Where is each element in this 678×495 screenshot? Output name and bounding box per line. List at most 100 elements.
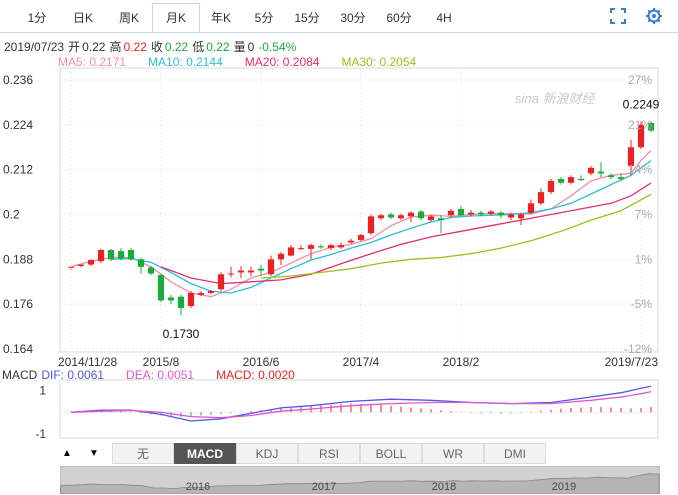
ma10-label: MA10: 0.2144 xyxy=(148,55,223,69)
candle-body xyxy=(207,291,215,293)
indicator-macd-button[interactable]: MACD xyxy=(174,443,236,464)
candle-body xyxy=(547,180,555,193)
candle-body xyxy=(187,292,195,307)
candle-body xyxy=(127,249,135,260)
tab-4h[interactable]: 4H xyxy=(436,11,452,25)
candle-body xyxy=(407,212,415,217)
candle-body xyxy=(607,175,615,178)
info-high: 0.22 xyxy=(123,40,147,54)
y-tick-label: 0.2 xyxy=(3,208,20,222)
pct-tick-label: 1% xyxy=(635,252,653,266)
tab-60min[interactable]: 60分 xyxy=(386,11,412,25)
candle-body xyxy=(157,275,165,301)
indicator-kdj-button[interactable]: KDJ xyxy=(236,443,298,464)
candle-body xyxy=(137,259,145,267)
navigator-year-label: 2017 xyxy=(312,481,336,493)
ma-line-ma30 xyxy=(260,193,652,279)
info-open-label: 开 xyxy=(68,40,81,54)
period-tab-bar: 1分 日K 周K 月K 年K 5分 15分 30分 60分 4H xyxy=(0,0,678,34)
candle-body xyxy=(587,167,595,174)
candle-body xyxy=(67,266,75,268)
info-close-label: 收 xyxy=(150,40,163,54)
pct-tick-label: 27% xyxy=(628,73,652,87)
indicator-wr-button[interactable]: WR xyxy=(422,443,484,464)
indicator-dmi-button[interactable]: DMI xyxy=(484,443,546,464)
ma-line-ma20 xyxy=(160,182,652,285)
indicator-none-button[interactable]: 无 xyxy=(112,443,174,464)
indicator-boll-button[interactable]: BOLL xyxy=(360,443,422,464)
indicator-button-bar: 无 MACD KDJ RSI BOLL WR DMI xyxy=(56,443,661,465)
x-tick-label: 2017/4 xyxy=(343,355,380,369)
macd-dif-line xyxy=(70,385,652,422)
fullscreen-icon[interactable] xyxy=(609,7,627,25)
info-open: 0.22 xyxy=(82,40,106,54)
tab-monthly-k[interactable]: 月K xyxy=(152,3,200,34)
candle-body xyxy=(307,245,315,249)
scroll-down-arrow[interactable]: ▼ xyxy=(89,448,99,459)
macd-frame xyxy=(59,379,659,439)
candle-body xyxy=(427,216,435,221)
tab-daily-k[interactable]: 日K xyxy=(72,11,93,25)
candle-body xyxy=(457,208,465,216)
tab-30min[interactable]: 30分 xyxy=(340,11,366,25)
candle-body xyxy=(107,249,115,260)
info-date: 2019/07/23 xyxy=(4,40,65,54)
candle-body xyxy=(217,274,225,290)
candle-body xyxy=(147,267,155,274)
candle-body xyxy=(197,292,205,295)
settings-icon[interactable] xyxy=(645,7,663,25)
candle-body xyxy=(97,249,105,262)
x-tick-label: 2015/8 xyxy=(143,355,180,369)
candle-body xyxy=(387,214,395,218)
price-annotation: 0.1730 xyxy=(163,327,200,341)
tab-yearly-k[interactable]: 年K xyxy=(210,11,231,25)
indicator-rsi-button[interactable]: RSI xyxy=(298,443,360,464)
candle-body xyxy=(117,251,125,259)
navigator-area xyxy=(60,473,660,494)
scroll-up-arrow[interactable]: ▲ xyxy=(62,448,72,459)
candle-body xyxy=(227,273,235,275)
navigator-selection xyxy=(60,466,660,494)
info-high-label: 高 xyxy=(109,40,122,54)
y-tick-label: 0.224 xyxy=(3,118,33,132)
time-navigator[interactable]: 2016 2017 2018 2019 xyxy=(60,466,660,494)
candle-body xyxy=(507,214,515,218)
candle-body xyxy=(577,179,585,181)
candle-body xyxy=(287,247,295,256)
price-annotation: 0.2249 xyxy=(623,98,660,112)
macd-y-tick-label: -1 xyxy=(35,427,46,441)
candle-body xyxy=(647,122,655,131)
candle-body xyxy=(557,179,565,183)
candle-body xyxy=(247,270,255,273)
candle-body xyxy=(257,268,265,271)
candle-body xyxy=(437,218,445,221)
pct-tick-label: 21% xyxy=(628,118,652,132)
candle-body xyxy=(297,248,305,250)
candle-body xyxy=(617,177,625,180)
navigator-year-label: 2019 xyxy=(552,481,576,493)
tab-15min[interactable]: 15分 xyxy=(294,11,320,25)
candle-body xyxy=(357,235,365,240)
candle-body xyxy=(337,245,345,248)
x-tick-label: 2019/7/23 xyxy=(605,355,659,369)
candle-body xyxy=(327,245,335,249)
macd-dea-line xyxy=(70,390,652,419)
info-close: 0.22 xyxy=(164,40,189,54)
candle-body xyxy=(637,124,645,148)
candle-body xyxy=(277,253,285,260)
candle-body xyxy=(517,214,525,219)
y-tick-label: 0.176 xyxy=(3,297,33,311)
tab-1min[interactable]: 1分 xyxy=(27,11,47,25)
pct-tick-label: 14% xyxy=(628,163,652,177)
tab-weekly-k[interactable]: 周K xyxy=(118,11,139,25)
x-tick-label: 2016/6 xyxy=(243,355,280,369)
candle-body xyxy=(487,211,495,214)
candle-body xyxy=(317,246,325,248)
candle-body xyxy=(377,215,385,219)
x-tick-label: 2014/11/28 xyxy=(58,355,117,369)
info-low: 0.22 xyxy=(206,40,230,54)
tab-5min[interactable]: 5分 xyxy=(254,11,274,25)
pct-tick-label: 7% xyxy=(635,208,653,222)
